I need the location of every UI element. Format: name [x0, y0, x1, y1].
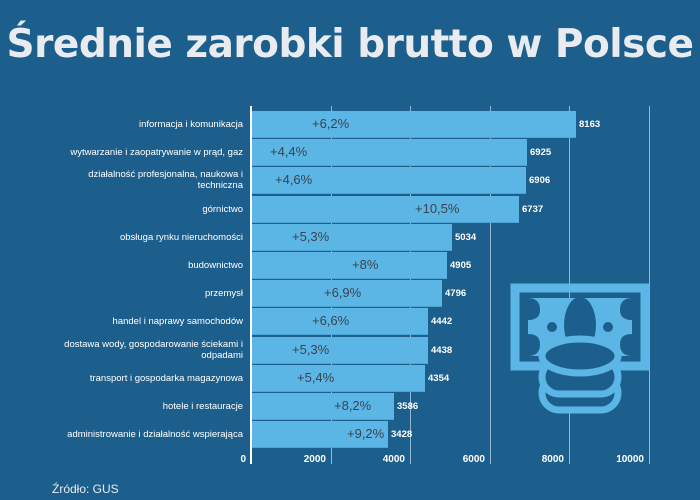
category-label-line: budownictwo — [188, 260, 243, 271]
chart-title: Średnie zarobki brutto w Polsce — [6, 22, 694, 67]
bar: +5,3% — [252, 336, 428, 364]
value-label: 6737 — [522, 203, 544, 215]
category-label-line: transport i gospodarka magazynowa — [89, 372, 243, 384]
category-label: przemysł — [23, 288, 243, 299]
bar: +6,2% — [252, 111, 576, 138]
x-tick: 6000 — [462, 454, 485, 465]
category-label: informacja i komunikacja — [23, 119, 243, 130]
value-label: 3428 — [391, 429, 413, 441]
growth-label: +5,3% — [292, 228, 330, 244]
growth-label: +5,4% — [297, 369, 335, 385]
value-label: 4442 — [431, 316, 453, 328]
category-label: administrowanie i działalność wspierając… — [23, 429, 243, 440]
category-label-line: hotele i restauracje — [162, 401, 243, 412]
growth-label: +6,2% — [312, 116, 350, 131]
category-label-line: informacja i komunikacja — [138, 119, 243, 130]
category-label: hotele i restauracje — [23, 401, 243, 412]
bar: +10,5% — [252, 195, 519, 223]
bar: +5,3% — [252, 223, 452, 251]
x-tick: 0 — [240, 454, 246, 465]
category-label-line: działalność profesjonalna, naukowa i — [88, 169, 243, 181]
y-axis-line — [250, 106, 252, 464]
category-label-line: górnictwo — [202, 203, 243, 215]
bar: +8% — [252, 252, 447, 279]
growth-label: +4,4% — [270, 144, 308, 160]
value-label: 6906 — [529, 175, 551, 187]
x-tick: 2000 — [303, 454, 326, 465]
category-label-line: handel i naprawy samochodów — [112, 316, 243, 328]
growth-label: +8,2% — [334, 398, 372, 413]
bar: +6,6% — [252, 308, 428, 336]
bar: +8,2% — [252, 393, 394, 420]
growth-label: +6,9% — [324, 285, 362, 301]
category-label: budownictwo — [23, 260, 243, 271]
category-label-line: obsługa rynku nieruchomości — [119, 231, 243, 243]
value-label: 6925 — [530, 147, 552, 159]
value-label: 4905 — [450, 260, 472, 271]
x-tick: 10000 — [616, 454, 644, 465]
source-note: Źródło: GUS — [52, 482, 119, 496]
value-label: 4796 — [445, 288, 467, 300]
growth-label: +4,6% — [275, 172, 313, 188]
value-label: 3586 — [397, 401, 419, 412]
growth-label: +10,5% — [415, 200, 460, 216]
growth-label: +8% — [352, 257, 379, 272]
category-label: wytwarzanie i zaopatrywanie w prąd, gaz — [23, 147, 243, 158]
growth-label: +6,6% — [312, 313, 350, 329]
category-label: górnictwo — [23, 204, 243, 215]
value-label: 8163 — [579, 119, 601, 130]
category-label-line: techniczna — [197, 180, 243, 192]
category-label-line: wytwarzanie i zaopatrywanie w prąd, gaz — [70, 147, 243, 159]
x-tick: 4000 — [382, 454, 405, 465]
category-label: obsługa rynku nieruchomości — [23, 232, 243, 243]
bar: +4,6% — [252, 167, 526, 195]
value-label: 4354 — [428, 372, 450, 384]
category-label: handel i naprawy samochodów — [23, 316, 243, 327]
bar: +5,4% — [252, 364, 425, 392]
growth-label: +9,2% — [347, 426, 385, 442]
category-label: działalność profesjonalna, naukowa i tech… — [23, 169, 243, 191]
category-label-line: przemysł — [204, 288, 243, 300]
growth-label: +5,3% — [292, 341, 330, 357]
category-label-line: dostawa wody, gospodarowanie ściekami i — [64, 338, 243, 350]
x-tick: 8000 — [541, 454, 564, 465]
gridline — [490, 106, 491, 464]
bar: +4,4% — [252, 139, 527, 167]
category-label: transport i gospodarka magazynowa — [23, 373, 243, 384]
money-banknote-coins-icon — [510, 283, 650, 414]
category-label-line: administrowanie i działalność wspierając… — [67, 429, 243, 441]
bar: +9,2% — [252, 421, 388, 449]
value-label: 5034 — [455, 231, 477, 243]
bar: +6,9% — [252, 280, 442, 308]
value-label: 4438 — [431, 344, 453, 356]
category-label-line: odpadami — [201, 349, 243, 361]
